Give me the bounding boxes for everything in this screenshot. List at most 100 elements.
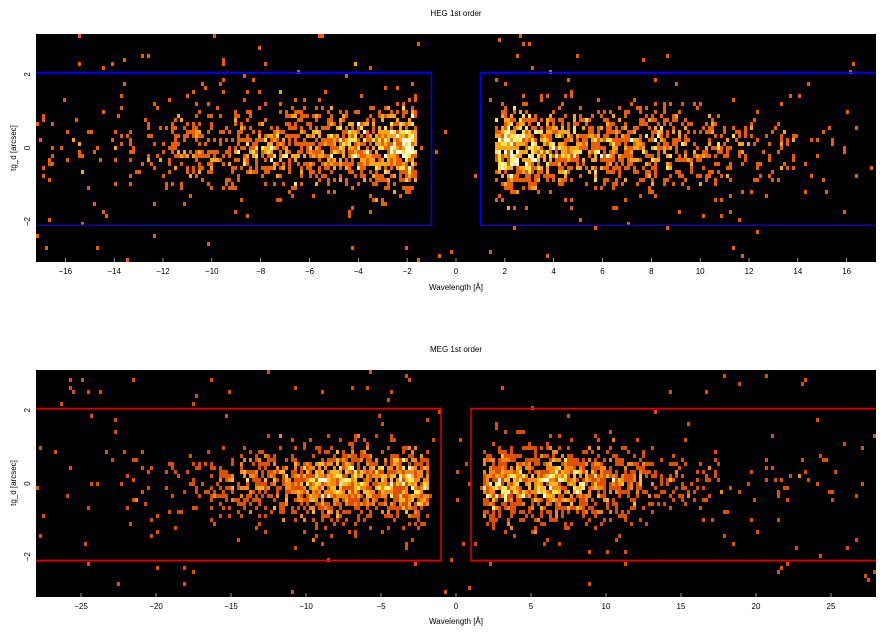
meg-heat-cell	[549, 494, 552, 498]
heg-heat-cell	[579, 166, 582, 170]
meg-heat-cell	[387, 486, 390, 490]
meg-heat-cell	[456, 498, 459, 502]
heg-heat-cell	[414, 138, 417, 142]
heg-heat-cell	[561, 142, 564, 146]
heg-heat-cell	[270, 166, 273, 170]
meg-heat-cell	[303, 478, 306, 482]
meg-heat-cell	[417, 462, 420, 466]
heg-heat-cell	[639, 142, 642, 146]
meg-heat-cell	[297, 482, 300, 486]
meg-heat-cell	[72, 390, 75, 394]
heg-heat-cell	[582, 146, 585, 150]
heg-heat-cell	[258, 90, 261, 94]
meg-heat-cell	[492, 502, 495, 506]
meg-heat-cell	[222, 490, 225, 494]
meg-heat-cell	[564, 478, 567, 482]
heg-heat-cell	[192, 122, 195, 126]
meg-heat-cell	[303, 442, 306, 446]
heg-heat-cell	[513, 146, 516, 150]
heg-heat-cell	[312, 114, 315, 118]
meg-heat-cell	[165, 470, 168, 474]
meg-heat-cell	[528, 462, 531, 466]
heg-heat-cell	[207, 102, 210, 106]
meg-heat-cell	[264, 454, 267, 458]
heg-heat-cell	[669, 166, 672, 170]
heg-heat-cell	[690, 166, 693, 170]
heg-heat-cell	[402, 130, 405, 134]
heg-heat-cell	[570, 178, 573, 182]
meg-heat-cell	[525, 462, 528, 466]
heg-heat-cell	[780, 134, 783, 138]
heg-heat-cell	[498, 162, 501, 166]
meg-heat-cell	[399, 458, 402, 462]
heg-heat-cell	[405, 178, 408, 182]
heg-heat-cell	[180, 182, 183, 186]
heg-heat-cell	[318, 142, 321, 146]
meg-heat-cell	[540, 474, 543, 478]
heg-heat-cell	[183, 126, 186, 130]
meg-heat-cell	[330, 518, 333, 522]
heg-heat-cell	[543, 154, 546, 158]
heg-heat-cell	[312, 142, 315, 146]
heg-heat-cell	[543, 134, 546, 138]
meg-heat-cell	[393, 490, 396, 494]
heg-heat-cell	[282, 162, 285, 166]
meg-heat-cell	[543, 470, 546, 474]
meg-heat-cell	[504, 498, 507, 502]
heg-heat-cell	[381, 138, 384, 142]
heg-heat-cell	[507, 174, 510, 178]
meg-heat-cell	[303, 462, 306, 466]
heg-heat-cell	[237, 142, 240, 146]
heg-heat-cell	[504, 118, 507, 122]
meg-heat-cell	[333, 486, 336, 490]
meg-heat-cell	[381, 510, 384, 514]
heg-heat-cell	[639, 106, 642, 110]
meg-heat-cell	[507, 490, 510, 494]
meg-heat-cell	[252, 490, 255, 494]
heg-heat-cell	[321, 126, 324, 130]
heg-heat-cell	[255, 142, 258, 146]
meg-heat-cell	[660, 474, 663, 478]
heg-heat-cell	[705, 146, 708, 150]
heg-heat-cell	[402, 178, 405, 182]
meg-heat-cell	[381, 530, 384, 534]
meg-heat-cell	[510, 482, 513, 486]
meg-heat-cell	[282, 466, 285, 470]
meg-heat-cell	[495, 506, 498, 510]
meg-heat-cell	[591, 474, 594, 478]
meg-heat-cell	[312, 538, 315, 542]
heg-heat-cell	[285, 134, 288, 138]
heg-heat-cell	[333, 190, 336, 194]
meg-heat-cell	[327, 458, 330, 462]
heg-heat-cell	[606, 138, 609, 142]
heg-heat-cell	[174, 166, 177, 170]
meg-heat-cell	[486, 486, 489, 490]
meg-heat-cell	[483, 462, 486, 466]
meg-heat-cell	[492, 442, 495, 446]
meg-heat-cell	[315, 534, 318, 538]
meg-heat-cell	[348, 454, 351, 458]
heg-heat-cell	[510, 114, 513, 118]
heg-heat-cell	[393, 154, 396, 158]
heg-heat-cell	[402, 186, 405, 190]
heg-heat-cell	[609, 158, 612, 162]
meg-heat-cell	[267, 454, 270, 458]
meg-heat-cell	[333, 494, 336, 498]
meg-heat-cell	[264, 490, 267, 494]
heg-heat-cell	[822, 130, 825, 134]
meg-heat-cell	[663, 490, 666, 494]
heg-heat-cell	[564, 174, 567, 178]
meg-heat-cell	[573, 498, 576, 502]
meg-heat-cell	[276, 494, 279, 498]
heg-heat-cell	[558, 142, 561, 146]
heg-heat-cell	[687, 158, 690, 162]
meg-heat-cell	[603, 482, 606, 486]
heg-heat-cell	[249, 138, 252, 142]
heg-heat-cell	[255, 150, 258, 154]
heg-heat-cell	[345, 126, 348, 130]
meg-heat-cell	[636, 462, 639, 466]
meg-heat-cell	[495, 478, 498, 482]
heg-heat-cell	[768, 154, 771, 158]
meg-heat-cell	[351, 474, 354, 478]
meg-heat-cell	[363, 466, 366, 470]
